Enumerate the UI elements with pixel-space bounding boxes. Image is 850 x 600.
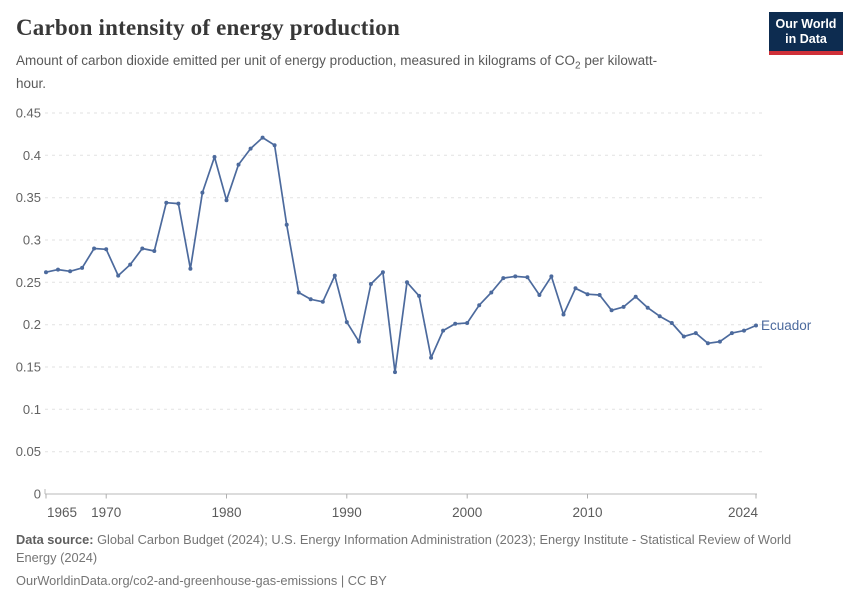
data-point[interactable] bbox=[164, 200, 169, 205]
data-point[interactable] bbox=[104, 247, 109, 252]
data-point[interactable] bbox=[609, 308, 614, 313]
data-point[interactable] bbox=[417, 293, 422, 298]
data-source-label: Data source: bbox=[16, 532, 94, 547]
data-point[interactable] bbox=[92, 246, 97, 251]
data-point[interactable] bbox=[176, 201, 181, 206]
citation-link[interactable]: OurWorldinData.org/co2-and-greenhouse-ga… bbox=[16, 572, 387, 588]
y-axis-label: 0.1 bbox=[23, 402, 41, 417]
data-point[interactable] bbox=[477, 303, 482, 308]
data-point[interactable] bbox=[308, 297, 313, 302]
owid-logo[interactable]: Our World in Data bbox=[769, 12, 843, 55]
data-point[interactable] bbox=[453, 321, 458, 326]
data-point[interactable] bbox=[140, 246, 145, 251]
y-axis-label: 0.15 bbox=[16, 360, 41, 375]
page-title: Carbon intensity of energy production bbox=[16, 15, 400, 40]
data-point[interactable] bbox=[405, 280, 409, 285]
series-end-label[interactable]: Ecuador bbox=[761, 318, 812, 333]
data-point[interactable] bbox=[561, 312, 566, 317]
data-point[interactable] bbox=[68, 269, 73, 274]
data-point[interactable] bbox=[356, 339, 361, 344]
y-axis-label: 0.35 bbox=[16, 190, 41, 205]
data-point[interactable] bbox=[742, 328, 746, 333]
data-point[interactable] bbox=[537, 293, 542, 297]
data-point[interactable] bbox=[393, 370, 397, 375]
subtitle-text-end: per kilowatt-hour. bbox=[16, 53, 658, 91]
data-point[interactable] bbox=[128, 262, 133, 267]
data-point[interactable] bbox=[56, 267, 60, 272]
data-point[interactable] bbox=[284, 222, 289, 227]
data-point[interactable] bbox=[645, 305, 650, 310]
data-point[interactable] bbox=[549, 274, 554, 279]
data-point[interactable] bbox=[248, 146, 253, 151]
owid-logo-line2: in Data bbox=[785, 32, 827, 46]
data-point[interactable] bbox=[152, 249, 157, 253]
subtitle-subscript: 2 bbox=[575, 60, 581, 72]
data-point[interactable] bbox=[681, 334, 686, 339]
data-point[interactable] bbox=[633, 294, 638, 299]
data-point[interactable] bbox=[669, 321, 674, 325]
data-point[interactable] bbox=[296, 290, 301, 295]
x-axis-label: 1990 bbox=[332, 505, 362, 520]
data-point[interactable] bbox=[513, 274, 518, 279]
data-point[interactable] bbox=[116, 273, 121, 278]
data-point[interactable] bbox=[489, 290, 494, 295]
data-point[interactable] bbox=[525, 275, 530, 280]
data-point[interactable] bbox=[380, 270, 385, 275]
data-point[interactable] bbox=[80, 265, 85, 270]
data-point[interactable] bbox=[200, 190, 205, 195]
data-point[interactable] bbox=[44, 270, 48, 275]
data-point[interactable] bbox=[501, 276, 506, 281]
data-point[interactable] bbox=[320, 299, 325, 304]
chart-footer: Data source: Global Carbon Budget (2024)… bbox=[16, 531, 818, 590]
data-point[interactable] bbox=[368, 282, 373, 286]
data-point[interactable] bbox=[260, 135, 265, 140]
chart-subtitle: Amount of carbon dioxide emitted per uni… bbox=[16, 51, 684, 94]
y-axis-label: 0.05 bbox=[16, 444, 41, 459]
data-point[interactable] bbox=[573, 286, 578, 291]
x-axis-label: 1980 bbox=[211, 505, 241, 520]
data-point[interactable] bbox=[465, 321, 470, 325]
data-point[interactable] bbox=[344, 320, 349, 325]
data-point[interactable] bbox=[236, 162, 241, 167]
data-source-line: Data source: Global Carbon Budget (2024)… bbox=[16, 531, 818, 567]
data-point[interactable] bbox=[188, 266, 193, 271]
data-point[interactable] bbox=[332, 273, 337, 278]
data-point[interactable] bbox=[754, 323, 758, 328]
subtitle-text: Amount of carbon dioxide emitted per uni… bbox=[16, 53, 576, 68]
data-point[interactable] bbox=[621, 304, 626, 309]
data-point[interactable] bbox=[429, 355, 434, 360]
data-point[interactable] bbox=[717, 339, 722, 344]
y-axis-label: 0.45 bbox=[16, 106, 41, 121]
data-point[interactable] bbox=[597, 293, 602, 297]
data-point[interactable] bbox=[212, 155, 217, 159]
x-axis-label: 2010 bbox=[572, 505, 602, 520]
x-axis-label: 2000 bbox=[452, 505, 482, 520]
data-point[interactable] bbox=[272, 143, 277, 148]
y-axis-label: 0.4 bbox=[23, 148, 41, 163]
data-point[interactable] bbox=[693, 331, 698, 336]
chart-header: Carbon intensity of energy production Am… bbox=[16, 13, 756, 94]
data-point[interactable] bbox=[705, 341, 710, 346]
owid-logo-line1: Our World bbox=[775, 17, 837, 31]
y-axis-label: 0.2 bbox=[23, 317, 41, 332]
data-point[interactable] bbox=[657, 314, 662, 319]
series-line bbox=[45, 136, 757, 373]
x-axis-label: 2024 bbox=[728, 505, 759, 520]
data-point[interactable] bbox=[729, 331, 734, 336]
y-axis-label: 0.3 bbox=[23, 233, 41, 248]
x-axis-label: 1970 bbox=[91, 505, 121, 520]
data-point[interactable] bbox=[585, 292, 590, 297]
x-axis-label: 1965 bbox=[47, 505, 77, 520]
y-axis-label: 0 bbox=[34, 487, 41, 502]
data-point[interactable] bbox=[224, 198, 229, 203]
data-point[interactable] bbox=[441, 328, 446, 333]
y-axis-label: 0.25 bbox=[16, 275, 41, 290]
data-source-text: Global Carbon Budget (2024); U.S. Energy… bbox=[16, 532, 792, 565]
